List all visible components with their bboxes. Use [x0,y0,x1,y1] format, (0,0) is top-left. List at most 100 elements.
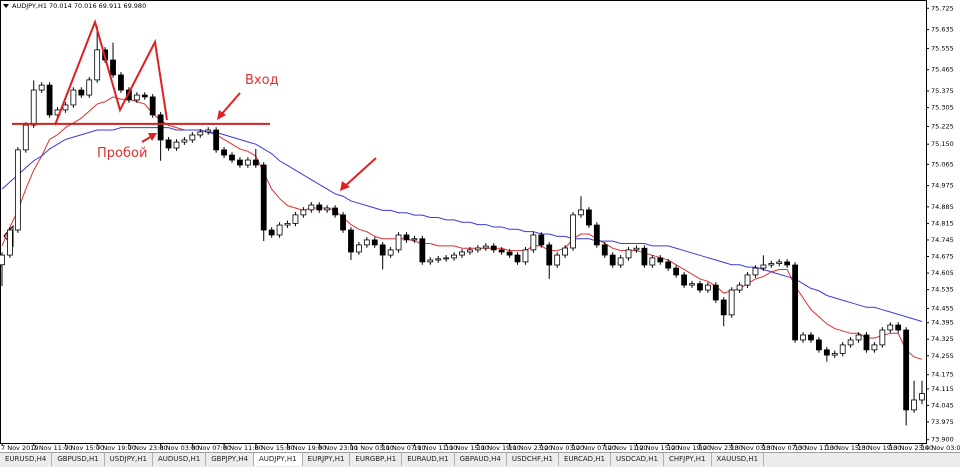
symbol-tab[interactable]: AUDJPY,H1 [254,453,303,466]
candle-body [70,89,77,106]
candle-body [554,254,561,266]
candle-body [110,59,116,76]
x-tick-label: 8 Nov 07:00 [191,444,231,452]
candle-body [221,149,227,156]
arrow-head [340,181,350,191]
candle-body [30,89,37,126]
annotation: Вход [245,73,279,88]
x-tick-label: 11 Nov 03:00 [350,444,394,452]
candle-body [673,267,680,276]
candle-body [252,159,259,166]
x-tick-label: 13 Nov 19:00 [858,444,902,452]
candle-body [300,209,307,216]
x-tick-label: 13 Nov 23:00 [889,444,933,452]
y-tick-label: 74.975 [931,182,954,190]
candle-body [712,284,719,301]
y-tick-label: 74.675 [931,252,954,260]
candle-body [459,251,465,256]
candle-body [546,244,553,266]
candle-body [348,229,354,253]
candle-body [728,289,735,316]
candle-body [625,249,632,259]
candle-body [601,244,608,256]
candle-body [879,329,886,346]
symbol-tab[interactable]: GBPJPY,H4 [206,453,254,466]
symbol-tab[interactable]: EURGBP,H1 [350,453,403,466]
symbol-tab[interactable]: EURAUD,H1 [402,453,455,466]
symbol-tab[interactable]: USDCHF,H1 [507,453,559,466]
x-tick-label: 7 Nov 15:00 [64,444,104,452]
x-tick-label: 11 Nov 11:00 [413,444,457,452]
candle-body [792,264,799,341]
candle-body [482,245,489,249]
symbol-tab[interactable]: USDCAD,H1 [611,453,664,466]
candle-body [530,234,537,251]
candle-body [181,139,188,143]
candle-body [593,224,600,246]
candle-body [451,254,457,259]
candle-body [316,204,323,211]
candle-body [0,254,5,266]
candle-body [474,247,481,251]
candle-body [62,104,69,111]
candle-body [86,79,93,96]
candle-body [118,74,124,91]
symbol-tab[interactable]: CHFJPY,H1 [664,453,712,466]
candle-body [149,96,156,116]
annotation: Пробой [97,146,147,161]
symbol-tab[interactable]: GBPAUD,H4 [455,453,507,466]
candle-body [911,399,917,411]
y-tick-label: 74.455 [931,304,954,312]
symbol-tab[interactable]: USDJPY,H1 [105,453,153,466]
x-tick-label: 13 Nov 07:00 [762,444,806,452]
x-tick-label: 12 Nov 11:00 [604,444,648,452]
symbol-tab[interactable]: EURUSD,H4 [0,453,53,466]
x-tick-label: 8 Nov 03:00 [160,444,200,452]
candle-body [229,154,235,161]
y-tick-label: 75.725 [931,4,954,12]
tab-bar: EURUSD,H4 GBPUSD,H1 USDJPY,H1 AUDUSD,H1 GBPJ… [0,452,960,467]
arrow [219,92,241,117]
candle-body [744,274,751,286]
symbol-tab[interactable]: EURJPY,H1 [303,453,351,466]
candle-body [419,238,426,263]
x-tick-label: 12 Nov 23:00 [699,444,743,452]
y-tick-label: 74.045 [931,401,954,409]
caption-icon [3,4,9,8]
y-tick-label: 73.900 [931,436,954,444]
y-tick-label: 74.885 [931,203,954,211]
candle-body [173,141,180,149]
candle-body [189,134,196,141]
candle-body [736,284,743,291]
symbol-tab[interactable]: GBPUSD,H1 [52,453,105,466]
candle-body [371,239,378,246]
candle-body [831,353,838,356]
x-tick-label: 7 Nov 11:00 [33,444,73,452]
candle-body [363,239,370,246]
x-tick-label: 11 Nov 19:00 [477,444,521,452]
y-tick-label: 74.535 [931,286,954,294]
candle-body [14,149,21,231]
symbol-tab[interactable]: EURCAD,H1 [559,453,612,466]
candle-body [22,124,29,151]
candle-body [332,207,339,216]
candle-body [284,222,291,226]
symbol-tab[interactable]: AUDUSD,H1 [153,453,207,466]
x-tick-label: 8 Nov 23:00 [318,444,358,452]
x-tick-label: 7 Nov 23:00 [128,444,168,452]
y-tick-label: 75.555 [931,44,954,52]
candle-body [133,94,140,101]
y-tick-label: 74.115 [931,385,954,393]
chart: AUDJPY,H1 70.014 70.016 69.911 69.980 Вх… [0,0,960,452]
y-tick-label: 75.635 [931,26,954,34]
double-top-shape [54,18,168,126]
candle-body [784,261,791,266]
candle-body [308,204,315,211]
x-tick-label: 11 Nov 23:00 [509,444,553,452]
symbol-tab[interactable]: XAUUSD,H1 [712,453,765,466]
candle-body [815,339,822,351]
y-tick-label: 74.175 [931,371,954,379]
candle-body [514,254,521,263]
candle-body [379,244,386,256]
